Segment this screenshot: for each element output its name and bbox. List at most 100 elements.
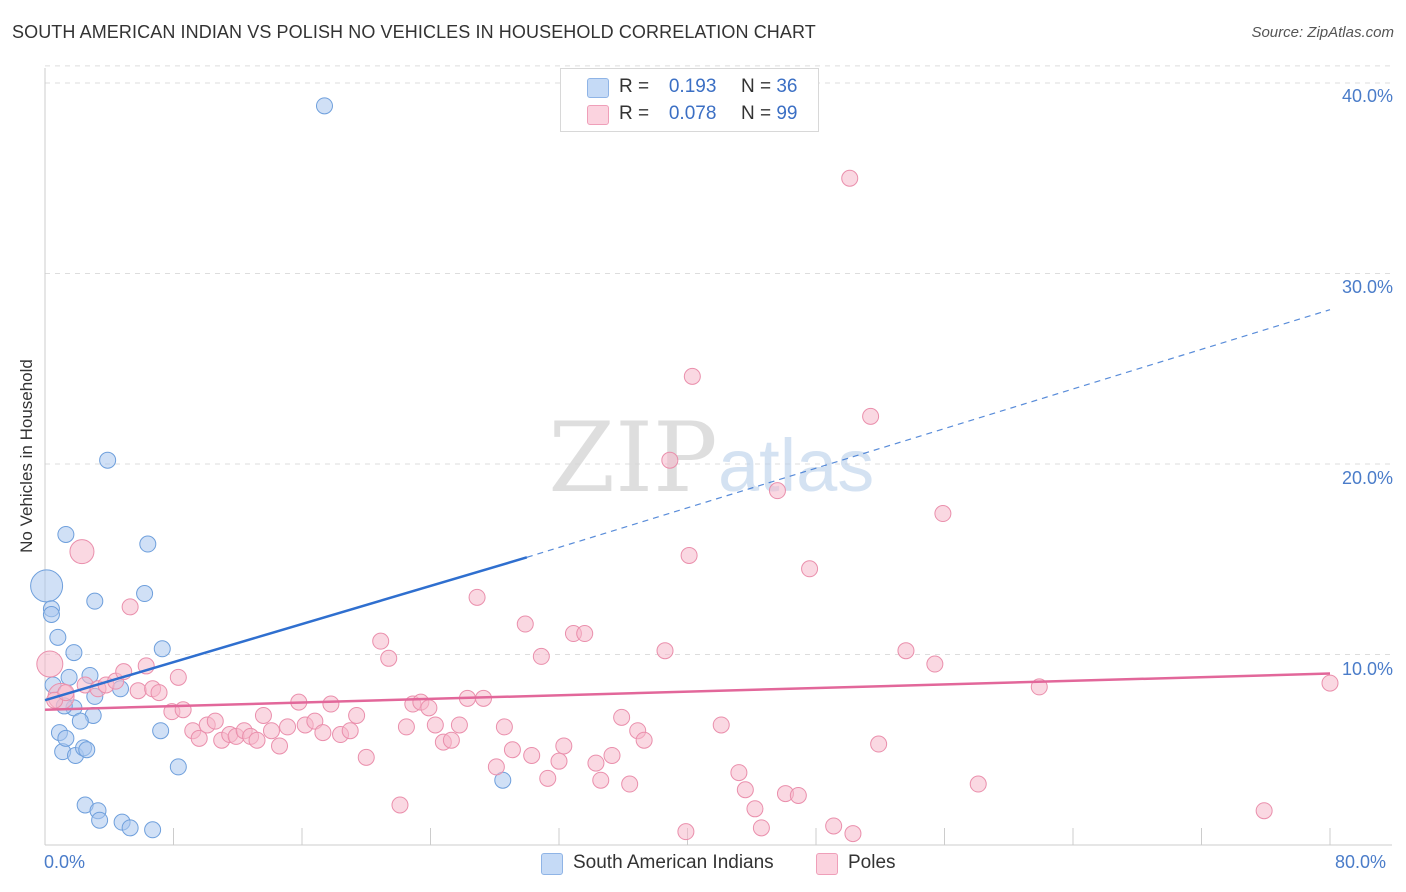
stats-legend: R = 0.193 N = 36 R = 0.078 N = 99 [560, 68, 819, 132]
data-point [271, 737, 289, 755]
legend-text: R = 0.078 N = 99 [619, 103, 797, 125]
data-point [65, 644, 83, 662]
data-point [372, 632, 390, 650]
data-point [926, 655, 944, 673]
data-point [661, 451, 679, 469]
data-point [677, 823, 695, 841]
data-point [397, 718, 415, 736]
data-point [801, 560, 819, 578]
data-point [621, 775, 639, 793]
watermark-zip: ZIP [548, 402, 717, 514]
data-point [468, 588, 486, 606]
data-point [736, 781, 754, 799]
data-point [57, 729, 75, 747]
bottom-legend-swatch-pink [816, 853, 838, 875]
y-tick-20: 20.0% [1341, 468, 1393, 488]
data-point [768, 482, 786, 500]
data-point [57, 525, 75, 543]
data-point [279, 718, 297, 736]
data-point [60, 668, 78, 686]
data-point [78, 741, 96, 759]
data-point [555, 737, 573, 755]
chart-title: SOUTH AMERICAN INDIAN VS POLISH NO VEHIC… [12, 22, 816, 42]
data-point [314, 724, 332, 742]
data-point [121, 598, 139, 616]
data-point [315, 97, 333, 115]
data-point [683, 367, 701, 385]
data-point [42, 605, 60, 623]
y-tick-40: 40.0% [1341, 86, 1393, 106]
data-point [136, 585, 154, 603]
data-point [169, 668, 187, 686]
x-tick-min: 0.0% [44, 852, 86, 872]
data-point [841, 169, 859, 187]
data-point [348, 706, 366, 724]
watermark-atlas: atlas [718, 424, 874, 507]
bottom-legend-label: South American Indians [573, 852, 774, 873]
data-point [206, 712, 224, 730]
legend-swatch-blue [587, 78, 609, 98]
bottom-legend-swatch-blue [541, 853, 563, 875]
legend-n-label: N = [740, 103, 772, 124]
legend-text: R = 0.193 N = 36 [619, 76, 797, 98]
legend-r-value: 0.193 [668, 76, 717, 97]
data-point [592, 771, 610, 789]
data-point [174, 701, 192, 719]
y-tick-30: 30.0% [1341, 277, 1393, 297]
data-point [680, 546, 698, 564]
data-point [550, 752, 568, 770]
data-point [587, 754, 605, 772]
data-point [341, 722, 359, 740]
data-point [712, 716, 730, 734]
watermark: ZIP atlas [548, 402, 874, 514]
data-point [391, 796, 409, 814]
data-point [129, 682, 147, 700]
data-point [262, 722, 280, 740]
data-point [503, 741, 521, 759]
data-point [99, 451, 117, 469]
data-point [523, 746, 541, 764]
data-point [450, 716, 468, 734]
data-point [139, 535, 157, 553]
data-point [152, 722, 170, 740]
data-point [934, 505, 952, 523]
data-point [322, 695, 340, 713]
data-point [897, 642, 915, 660]
legend-n-value: 99 [776, 103, 798, 124]
data-point [36, 650, 64, 678]
data-point [69, 539, 95, 565]
data-point [539, 769, 557, 787]
data-point [144, 821, 162, 839]
data-point [248, 731, 266, 749]
data-point [190, 729, 208, 747]
data-point [870, 735, 888, 753]
data-point [169, 758, 187, 776]
legend-r-label: R = [619, 76, 650, 97]
legend-n-value: 36 [776, 76, 798, 97]
y-axis-label: No Vehicles in Household [17, 359, 36, 553]
data-point [576, 625, 594, 643]
data-point [495, 718, 513, 736]
data-point [153, 640, 171, 658]
data-point [969, 775, 987, 793]
data-point [49, 628, 67, 646]
legend-swatch-pink [587, 105, 609, 125]
bottom-legend-label: Poles [848, 852, 896, 873]
data-point [532, 647, 550, 665]
data-point [91, 811, 109, 829]
data-point [635, 731, 653, 749]
data-point [357, 748, 375, 766]
legend-n-label: N = [740, 76, 772, 97]
trend-line-south-american-indians [44, 556, 528, 702]
data-point [730, 764, 748, 782]
data-point [516, 615, 534, 633]
data-point [442, 731, 460, 749]
data-point [121, 819, 139, 837]
data-point [862, 407, 880, 425]
data-point [789, 786, 807, 804]
data-point [30, 569, 64, 603]
x-tick-max: 80.0% [1335, 852, 1387, 872]
legend-r-label: R = [619, 103, 650, 124]
trend-line-poles [44, 672, 1331, 711]
